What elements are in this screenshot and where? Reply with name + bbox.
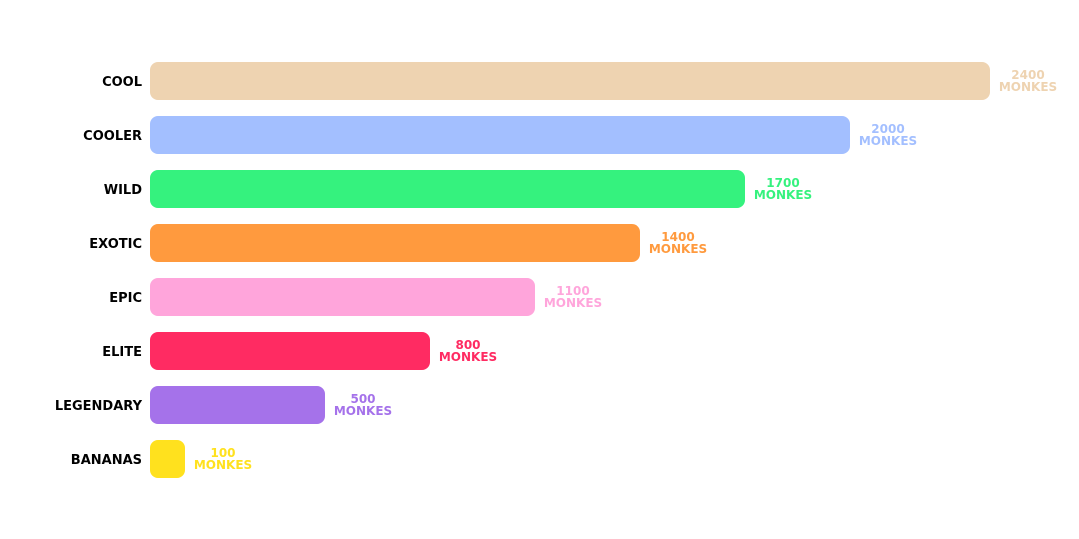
value-label: 1400 MONKES	[649, 230, 707, 256]
value-label: 500 MONKES	[334, 392, 392, 418]
bar	[150, 224, 640, 262]
category-label: BANANAS	[71, 453, 142, 468]
value-number: 1100	[556, 284, 589, 298]
bar	[150, 440, 185, 478]
value-label: 1100 MONKES	[544, 284, 602, 310]
category-label: COOL	[102, 75, 142, 90]
category-label: ELITE	[102, 345, 142, 360]
value-unit: MONKES	[859, 134, 917, 148]
value-unit: MONKES	[194, 458, 252, 472]
value-unit: MONKES	[544, 296, 602, 310]
value-unit: MONKES	[754, 188, 812, 202]
value-unit: MONKES	[334, 404, 392, 418]
value-unit: MONKES	[649, 242, 707, 256]
value-number: 100	[210, 446, 235, 460]
category-label: COOLER	[83, 129, 142, 144]
value-label: 100 MONKES	[194, 446, 252, 472]
bar	[150, 332, 430, 370]
value-number: 1700	[766, 176, 799, 190]
value-label: 2000 MONKES	[859, 122, 917, 148]
value-number: 500	[350, 392, 375, 406]
value-unit: MONKES	[999, 80, 1057, 94]
value-label: 1700 MONKES	[754, 176, 812, 202]
category-label: EXOTIC	[89, 237, 142, 252]
value-number: 2400	[1011, 68, 1044, 82]
value-label: 800 MONKES	[439, 338, 497, 364]
bar	[150, 62, 990, 100]
value-number: 1400	[661, 230, 694, 244]
bar	[150, 170, 745, 208]
bar	[150, 278, 535, 316]
category-label: LEGENDARY	[55, 399, 143, 414]
bar	[150, 386, 325, 424]
category-label: WILD	[104, 183, 142, 198]
value-label: 2400 MONKES	[999, 68, 1057, 94]
category-label: EPIC	[109, 291, 142, 306]
value-unit: MONKES	[439, 350, 497, 364]
value-number: 800	[455, 338, 480, 352]
value-number: 2000	[871, 122, 904, 136]
bar	[150, 116, 850, 154]
